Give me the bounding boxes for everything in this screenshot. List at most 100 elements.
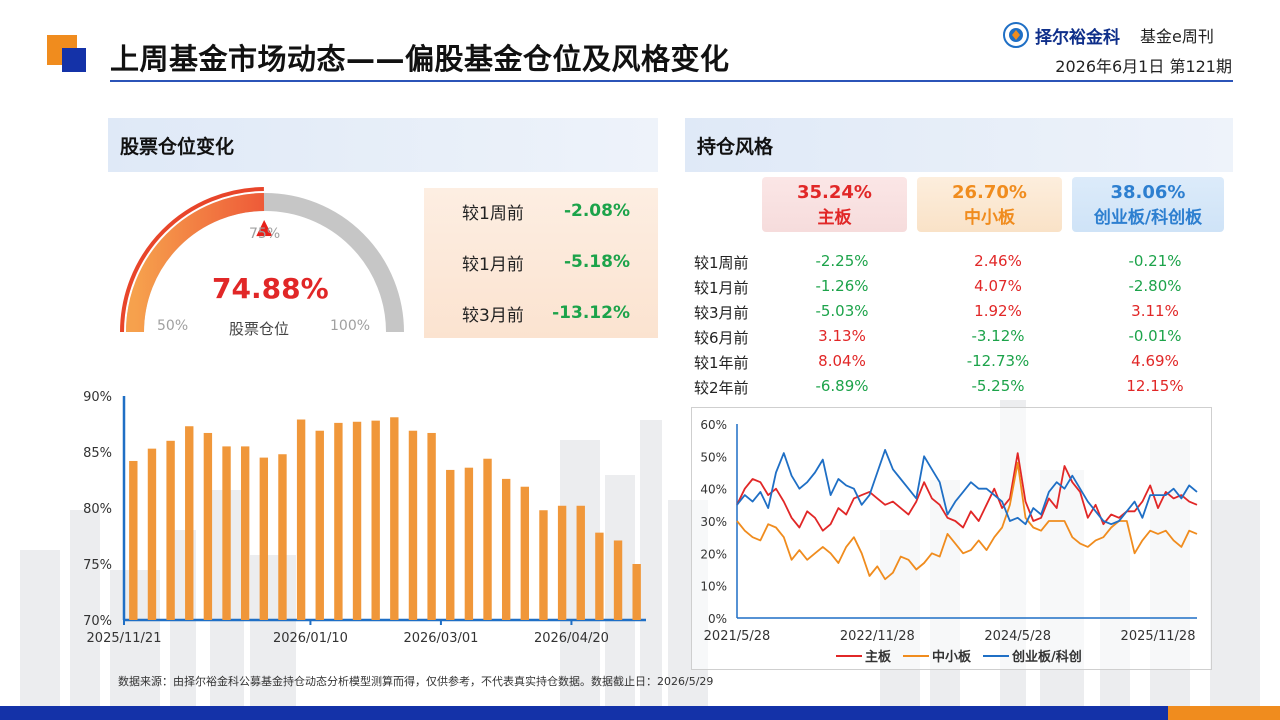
position-bar: [408, 430, 418, 620]
position-bar: [390, 417, 399, 620]
section-title: 持仓风格: [697, 136, 774, 158]
x-tick-label: 2026/03/01: [403, 631, 478, 646]
section-header-style: 持仓风格: [685, 118, 1233, 172]
legend-label: 主板: [865, 649, 892, 665]
style-pct: 35.24%: [797, 182, 872, 203]
y-tick-label: 80%: [83, 502, 112, 517]
footer-accent: [1168, 706, 1280, 720]
page-title: 上周基金市场动态——偏股基金仓位及风格变化: [110, 42, 730, 76]
gauge-tick-100: 100%: [330, 318, 371, 334]
style-cell: 12.15%: [1126, 377, 1184, 395]
style-pct: 38.06%: [1110, 182, 1186, 203]
gauge-fill: [126, 193, 265, 333]
y-tick-label: 40%: [700, 483, 727, 497]
position-bar: [240, 446, 250, 620]
style-row-label: 较1周前: [694, 254, 749, 272]
position-bar: [371, 420, 380, 620]
y-tick-label: 0%: [708, 612, 727, 626]
x-tick-label: 2024/5/28: [984, 629, 1051, 644]
style-cell: -5.03%: [815, 302, 869, 320]
y-tick-label: 20%: [700, 547, 727, 561]
position-bar: [352, 421, 362, 620]
style-card-growth-board: 38.06% 创业板/科创板: [1072, 177, 1224, 232]
style-row-label: 较3月前: [694, 304, 749, 322]
y-tick-label: 60%: [700, 418, 727, 432]
title-rule: [110, 80, 1233, 82]
position-bar: [278, 454, 287, 620]
x-tick-label: 2025/11/28: [1121, 629, 1196, 644]
style-cell: -0.01%: [1128, 327, 1182, 345]
position-bar: [595, 532, 604, 620]
position-bar: [203, 432, 213, 620]
style-row-label: 较6月前: [694, 329, 749, 347]
style-cell: 2.46%: [974, 252, 1022, 270]
change-label: 较3月前: [462, 305, 524, 326]
style-row-label: 较2年前: [694, 379, 749, 397]
y-tick-label: 10%: [700, 580, 727, 594]
position-bar: [334, 422, 343, 620]
change-label: 较1周前: [462, 203, 524, 224]
x-tick-label: 2026/04/20: [534, 631, 609, 646]
position-bar: [576, 505, 585, 620]
y-tick-label: 85%: [83, 446, 112, 461]
position-bar: [296, 419, 306, 620]
style-card-sme-board: 26.70% 中小板: [917, 177, 1062, 232]
style-name: 创业板/科创板: [1093, 208, 1203, 228]
style-row-label: 较1年前: [694, 354, 749, 372]
gauge-pointer-icon: [256, 220, 273, 237]
gauge-tick-75: 75%: [249, 226, 281, 242]
style-line-chart: 0% 10% 20% 30% 40% 50% 60% 2021/5/28 2022/11/28 2…: [700, 418, 1198, 665]
position-bar: [147, 448, 157, 620]
gauge-outer-ring: [120, 187, 264, 333]
issue-date: 2026年6月1日 第121期: [1055, 57, 1232, 76]
style-cell: 8.04%: [818, 352, 866, 370]
change-row-1w: 较1周前 -2.08%: [424, 196, 658, 226]
style-row-label: 较1月前: [694, 279, 749, 297]
style-cell: -5.25%: [971, 377, 1025, 395]
x-tick-label: 2025/11/21: [87, 631, 162, 646]
style-cell: 4.69%: [1131, 352, 1179, 370]
position-bar: [520, 486, 530, 620]
position-bar: [501, 478, 511, 620]
position-bar: [259, 457, 269, 620]
style-cell: -2.25%: [815, 252, 869, 270]
gauge-value: 74.88%: [212, 272, 329, 305]
title-decoration-blue: [62, 48, 86, 72]
position-bar: [446, 469, 455, 620]
footer-bar: [0, 706, 1280, 720]
position-gauge: [120, 187, 404, 333]
change-value: -2.08%: [563, 201, 630, 221]
position-bar: [539, 510, 548, 620]
position-bar: [464, 467, 474, 620]
style-cell: -0.21%: [1128, 252, 1182, 270]
change-label: 较1月前: [462, 254, 524, 275]
style-cell: -1.26%: [815, 277, 869, 295]
legend-label: 中小板: [932, 649, 972, 665]
change-row-3m: 较3月前 -13.12%: [424, 298, 658, 328]
style-cell: 1.92%: [974, 302, 1022, 320]
style-cell: -2.80%: [1128, 277, 1182, 295]
style-card-main-board: 35.24% 主板: [762, 177, 907, 232]
y-tick-label: 50%: [700, 450, 727, 464]
change-row-1m: 较1月前 -5.18%: [424, 247, 658, 277]
y-tick-label: 75%: [83, 558, 112, 573]
style-cell: -6.89%: [815, 377, 869, 395]
position-bar: [483, 458, 492, 620]
style-name: 主板: [817, 208, 852, 228]
position-bar: [427, 432, 436, 620]
x-tick-label: 2026/01/10: [273, 631, 348, 646]
y-tick-label: 30%: [700, 515, 727, 529]
gauge-tick-50: 50%: [157, 318, 189, 334]
position-bar: [166, 440, 175, 620]
brand-logo: 择尔裕金科 基金e周刊: [1003, 22, 1214, 48]
brand-name: 择尔裕金科: [1035, 27, 1120, 48]
data-source-note: 数据来源：由择尔裕金科公募基金持仓动态分析模型测算而得，仅供参考，不代表真实持仓…: [118, 675, 714, 688]
legend-label: 创业板/科创: [1011, 649, 1082, 665]
section-title: 股票仓位变化: [120, 136, 235, 158]
position-bar: [185, 426, 194, 620]
x-tick-label: 2021/5/28: [704, 629, 771, 644]
position-bar: [222, 446, 231, 620]
position-bar: [557, 505, 567, 620]
style-name: 中小板: [964, 208, 1015, 228]
gauge-label: 股票仓位: [229, 320, 290, 338]
